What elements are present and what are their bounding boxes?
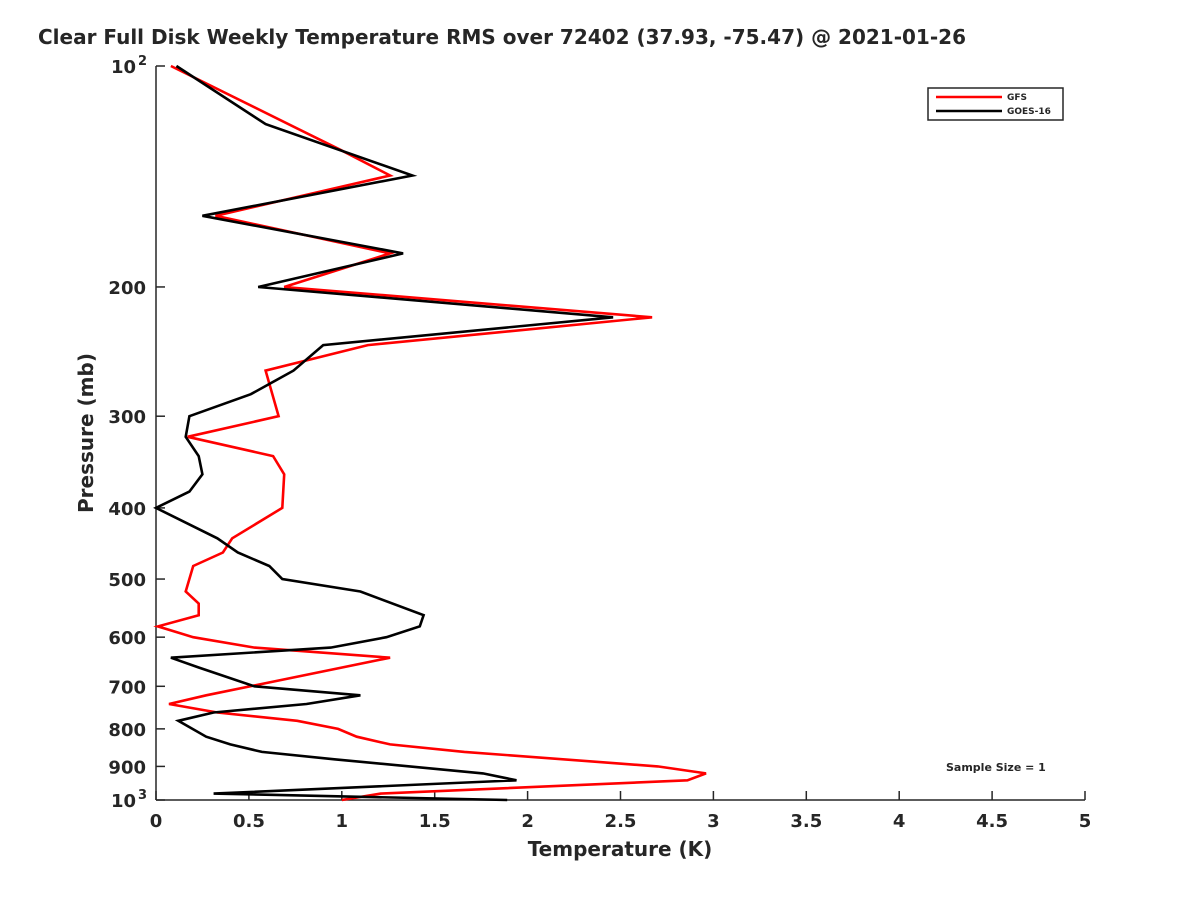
y-tick-label: 500 [108, 570, 146, 591]
y-tick-label: 400 [108, 499, 146, 520]
y-axis-label: Pressure (mb) [74, 353, 98, 513]
x-tick-label: 0.5 [233, 811, 265, 832]
axes: 0 0.5 1 1.5 2 2.5 3 3.5 4 4.5 510 22003004005006007… [108, 54, 1091, 832]
x-tick-label: 2 [521, 811, 534, 832]
x-tick-label: 4 [893, 811, 906, 832]
y-tick-label-base: 10 [111, 57, 136, 78]
x-tick-label: 4.5 [976, 811, 1008, 832]
y-tick-label: 600 [108, 628, 146, 649]
x-tick-label: 2.5 [605, 811, 637, 832]
y-tick-label: 800 [108, 720, 146, 741]
series-line-gfs [153, 64, 707, 802]
legend-label-goes16: GOES-16 [1007, 107, 1051, 117]
series-lines [153, 64, 707, 802]
y-tick-label: 900 [108, 757, 146, 778]
y-tick-label: 700 [108, 677, 146, 698]
y-tick-label-exponent: 3 [138, 788, 147, 803]
sample-size-annotation: Sample Size = 1 [946, 761, 1046, 774]
y-tick-label-exponent: 2 [138, 54, 147, 69]
y-tick-label: 300 [108, 407, 146, 428]
x-tick-label: 3.5 [790, 811, 822, 832]
y-tick-label-base: 10 [111, 791, 136, 812]
x-tick-label: 3 [707, 811, 720, 832]
x-tick-label: 1 [336, 811, 349, 832]
y-tick-label: 200 [108, 278, 146, 299]
legend-label-gfs: GFS [1007, 93, 1027, 103]
legend: GFS GOES-16 [927, 87, 1064, 121]
x-tick-label: 1.5 [419, 811, 451, 832]
chart-title: Clear Full Disk Weekly Temperature RMS o… [38, 25, 966, 49]
x-tick-label: 0 [150, 811, 163, 832]
series-line-goes16 [153, 64, 614, 802]
legend-box [927, 87, 1064, 121]
x-axis-label: Temperature (K) [528, 837, 713, 861]
x-tick-label: 5 [1079, 811, 1092, 832]
